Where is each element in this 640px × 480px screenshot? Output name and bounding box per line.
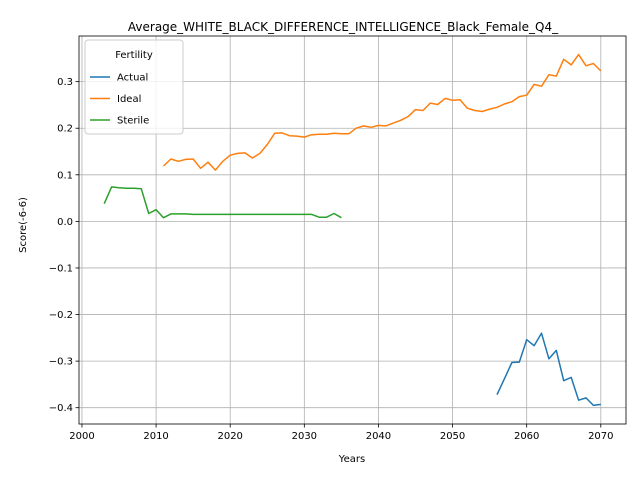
grid <box>79 36 626 424</box>
y-tick-label: −0.4 <box>49 403 73 414</box>
x-tick-label: 2010 <box>143 431 168 442</box>
legend-items: Actual Ideal Sterile <box>90 73 149 127</box>
x-tick-label: 2050 <box>440 431 465 442</box>
x-tick-label: 2020 <box>217 431 242 442</box>
x-axis: 2000 2010 2020 2030 2040 2050 2060 2070 <box>69 424 614 442</box>
legend-label-sterile: Sterile <box>117 116 149 127</box>
legend-label-actual: Actual <box>117 73 148 84</box>
y-tick-label: 0.3 <box>57 77 73 88</box>
x-axis-label: Years <box>338 454 365 465</box>
legend: Fertility Actual Ideal Sterile <box>84 39 184 135</box>
y-tick-label: 0.0 <box>57 217 73 228</box>
series-line-sterile <box>103 186 342 219</box>
legend-title: Fertility <box>115 50 153 61</box>
x-tick-label: 2060 <box>514 431 539 442</box>
series-layer <box>103 53 602 407</box>
y-tick-label: 0.1 <box>57 170 73 181</box>
y-axis-label: Score(-6-6) <box>18 197 29 253</box>
plot-frame <box>78 35 627 425</box>
x-tick-label: 2040 <box>366 431 391 442</box>
y-axis: −0.4 −0.3 −0.2 −0.1 0.0 0.1 0.2 0.3 <box>49 77 79 414</box>
x-tick-label: 2070 <box>588 431 613 442</box>
series-line-ideal <box>162 53 602 171</box>
y-tick-label: 0.2 <box>57 124 73 135</box>
y-tick-label: −0.2 <box>49 310 73 321</box>
y-tick-label: −0.3 <box>49 357 73 368</box>
x-tick-label: 2000 <box>69 431 94 442</box>
legend-box <box>84 39 184 135</box>
chart-title: Average_WHITE_BLACK_DIFFERENCE_INTELLIGE… <box>128 20 559 34</box>
legend-label-ideal: Ideal <box>117 94 141 105</box>
series-line-actual <box>496 332 601 407</box>
x-tick-label: 2030 <box>292 431 317 442</box>
y-tick-label: −0.1 <box>49 263 73 274</box>
